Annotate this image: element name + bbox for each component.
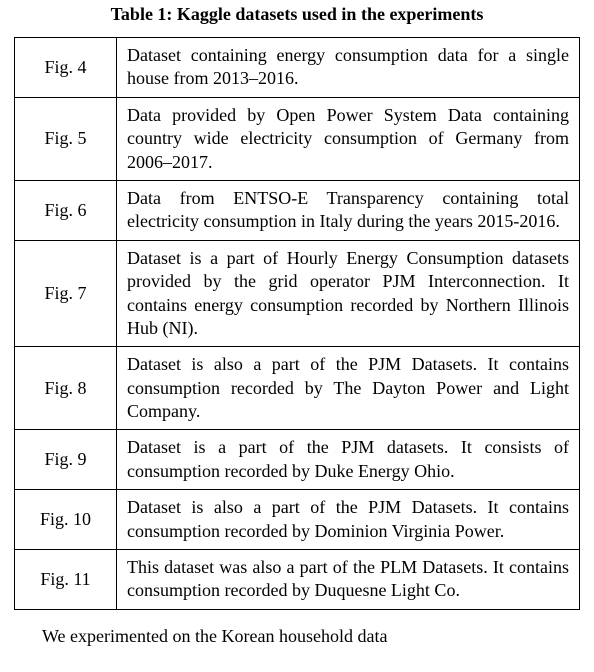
description-cell: Data provided by Open Power System Data …	[117, 97, 580, 180]
table-row: Fig. 4 Dataset containing energy consump…	[15, 38, 580, 98]
figure-cell: Fig. 8	[15, 347, 117, 430]
description-cell: Dataset containing energy consumption da…	[117, 38, 580, 98]
figure-cell: Fig. 10	[15, 490, 117, 550]
table-caption: Table 1: Kaggle datasets used in the exp…	[0, 0, 594, 37]
figure-cell: Fig. 9	[15, 430, 117, 490]
figure-cell: Fig. 7	[15, 240, 117, 347]
figure-cell: Fig. 5	[15, 97, 117, 180]
table-container: Fig. 4 Dataset containing energy consump…	[0, 37, 594, 610]
table-row: Fig. 7 Dataset is a part of Hourly Energ…	[15, 240, 580, 347]
description-cell: Dataset is a part of Hourly Energy Consu…	[117, 240, 580, 347]
table-row: Fig. 9 Dataset is a part of the PJM data…	[15, 430, 580, 490]
description-cell: Dataset is also a part of the PJM Datase…	[117, 490, 580, 550]
description-cell: This dataset was also a part of the PLM …	[117, 550, 580, 610]
figure-cell: Fig. 6	[15, 180, 117, 240]
table-row: Fig. 6 Data from ENTSO-E Transparency co…	[15, 180, 580, 240]
body-text-fragment: We experimented on the Korean household …	[0, 610, 594, 647]
datasets-table: Fig. 4 Dataset containing energy consump…	[14, 37, 580, 610]
description-cell: Dataset is a part of the PJM datasets. I…	[117, 430, 580, 490]
table-row: Fig. 5 Data provided by Open Power Syste…	[15, 97, 580, 180]
description-cell: Data from ENTSO-E Transparency containin…	[117, 180, 580, 240]
description-cell: Dataset is also a part of the PJM Datase…	[117, 347, 580, 430]
table-row: Fig. 11 This dataset was also a part of …	[15, 550, 580, 610]
table-row: Fig. 10 Dataset is also a part of the PJ…	[15, 490, 580, 550]
table-row: Fig. 8 Dataset is also a part of the PJM…	[15, 347, 580, 430]
figure-cell: Fig. 4	[15, 38, 117, 98]
figure-cell: Fig. 11	[15, 550, 117, 610]
